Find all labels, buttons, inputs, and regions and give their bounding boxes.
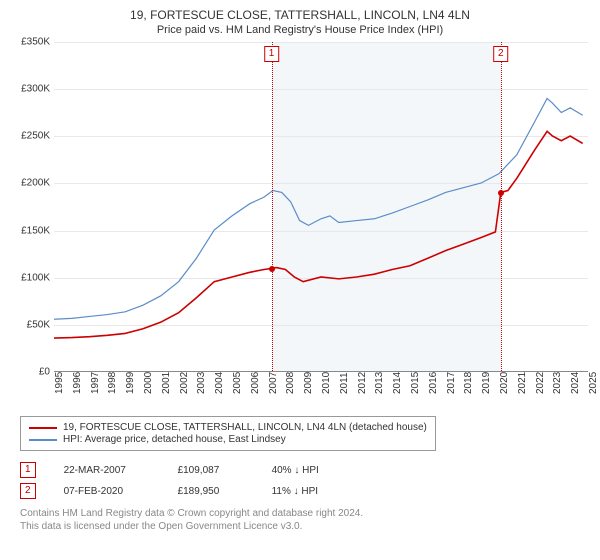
y-tick-label: £50K xyxy=(27,319,50,330)
legend-label: 19, FORTESCUE CLOSE, TATTERSHALL, LINCOL… xyxy=(63,422,427,433)
x-tick-label: 2022 xyxy=(535,372,546,394)
reference-label: 1 xyxy=(264,46,280,62)
x-tick-label: 2001 xyxy=(161,372,172,394)
x-tick-label: 2018 xyxy=(463,372,474,394)
x-tick-label: 2004 xyxy=(214,372,225,394)
reference-row: 1 22-MAR-2007 £109,087 40% ↓ HPI xyxy=(20,462,588,478)
reference-line xyxy=(501,42,502,371)
x-tick-label: 2025 xyxy=(588,372,599,394)
x-tick-label: 2008 xyxy=(285,372,296,394)
y-tick-label: £350K xyxy=(21,37,50,48)
reference-line xyxy=(272,42,273,371)
copyright-line-2: This data is licensed under the Open Gov… xyxy=(20,520,588,533)
y-tick-label: £0 xyxy=(39,367,50,378)
x-tick-label: 1999 xyxy=(125,372,136,394)
reference-price: £189,950 xyxy=(178,486,248,497)
x-tick-label: 2020 xyxy=(499,372,510,394)
price-marker xyxy=(269,266,275,272)
reference-delta: 11% ↓ HPI xyxy=(272,486,319,497)
x-tick-label: 1996 xyxy=(72,372,83,394)
y-tick-label: £100K xyxy=(21,272,50,283)
x-tick-label: 1995 xyxy=(54,372,65,394)
reference-label: 2 xyxy=(493,46,509,62)
chart-title-main: 19, FORTESCUE CLOSE, TATTERSHALL, LINCOL… xyxy=(12,8,588,22)
x-tick-label: 2011 xyxy=(339,372,350,394)
x-tick-label: 2000 xyxy=(143,372,154,394)
x-tick-label: 2015 xyxy=(410,372,421,394)
x-tick-label: 2023 xyxy=(552,372,563,394)
x-tick-label: 2007 xyxy=(268,372,279,394)
chart-title-sub: Price paid vs. HM Land Registry's House … xyxy=(12,24,588,36)
reference-number: 1 xyxy=(20,462,36,478)
copyright-line-1: Contains HM Land Registry data © Crown c… xyxy=(20,507,588,520)
x-tick-label: 2017 xyxy=(446,372,457,394)
copyright-text: Contains HM Land Registry data © Crown c… xyxy=(20,507,588,533)
legend-label: HPI: Average price, detached house, East… xyxy=(63,434,286,445)
reference-delta: 40% ↓ HPI xyxy=(272,465,319,476)
plot-area: 12 xyxy=(54,42,588,372)
y-axis: £0£50K£100K£150K£200K£250K£300K£350K xyxy=(12,42,54,372)
x-tick-label: 2005 xyxy=(232,372,243,394)
x-tick-label: 2002 xyxy=(179,372,190,394)
legend-swatch xyxy=(29,427,57,429)
plot-outer: £0£50K£100K£150K£200K£250K£300K£350K 12 xyxy=(12,42,588,372)
chart-lines-svg xyxy=(54,42,588,371)
reference-date: 07-FEB-2020 xyxy=(64,486,154,497)
y-tick-label: £300K xyxy=(21,84,50,95)
x-tick-label: 2003 xyxy=(196,372,207,394)
x-tick-label: 2013 xyxy=(374,372,385,394)
y-tick-label: £200K xyxy=(21,178,50,189)
reference-date: 22-MAR-2007 xyxy=(64,465,154,476)
series-line-property xyxy=(54,131,583,338)
reference-price: £109,087 xyxy=(178,465,248,476)
x-axis: 1995 1996 1997 1998 1999 2000 2001 2002 2003 2004… xyxy=(54,372,588,412)
chart-container: 19, FORTESCUE CLOSE, TATTERSHALL, LINCOL… xyxy=(0,0,600,560)
reference-points-table: 1 22-MAR-2007 £109,087 40% ↓ HPI 2 07-FEB-202… xyxy=(20,462,588,499)
x-tick-label: 2010 xyxy=(321,372,332,394)
legend-row: 19, FORTESCUE CLOSE, TATTERSHALL, LINCOL… xyxy=(29,422,427,433)
x-tick-label: 2014 xyxy=(392,372,403,394)
x-tick-label: 2006 xyxy=(250,372,261,394)
reference-number: 2 xyxy=(20,483,36,499)
x-tick-label: 2009 xyxy=(303,372,314,394)
x-tick-label: 2021 xyxy=(517,372,528,394)
x-tick-label: 2024 xyxy=(570,372,581,394)
reference-row: 2 07-FEB-2020 £189,950 11% ↓ HPI xyxy=(20,483,588,499)
y-tick-label: £250K xyxy=(21,131,50,142)
legend-swatch xyxy=(29,439,57,441)
series-line-hpi xyxy=(54,98,583,319)
x-tick-label: 2019 xyxy=(481,372,492,394)
y-tick-label: £150K xyxy=(21,225,50,236)
x-tick-label: 2012 xyxy=(357,372,368,394)
x-tick-label: 2016 xyxy=(428,372,439,394)
x-tick-label: 1997 xyxy=(90,372,101,394)
price-marker xyxy=(498,190,504,196)
legend-row: HPI: Average price, detached house, East… xyxy=(29,434,427,445)
x-tick-label: 1998 xyxy=(107,372,118,394)
legend-box: 19, FORTESCUE CLOSE, TATTERSHALL, LINCOL… xyxy=(20,416,436,451)
